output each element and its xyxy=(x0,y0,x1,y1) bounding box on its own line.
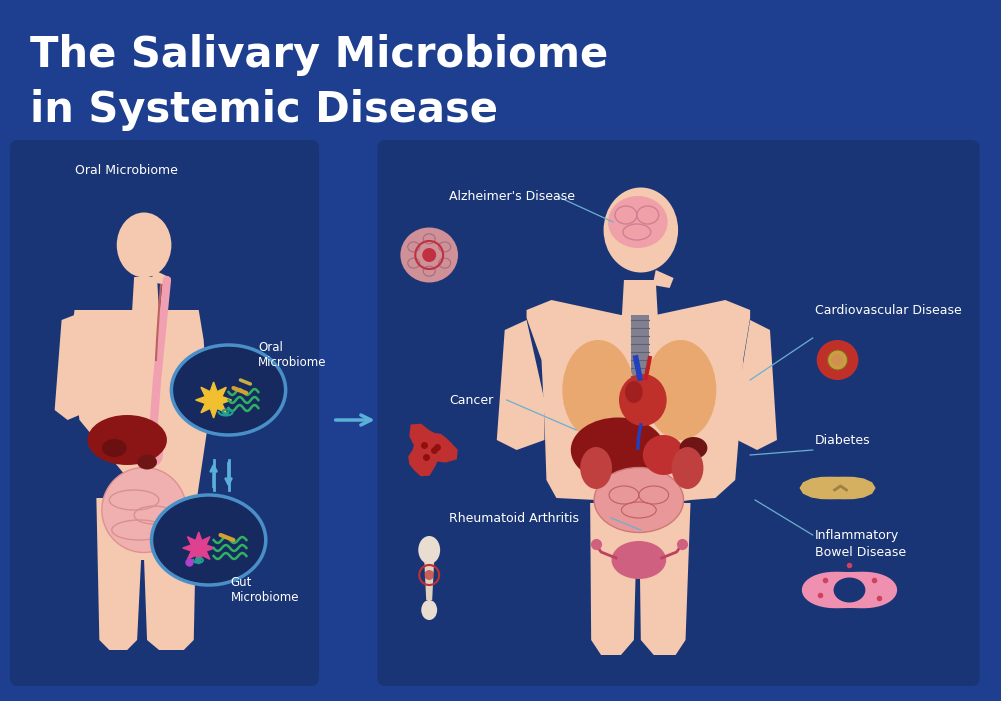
Text: Diabetes: Diabetes xyxy=(815,433,870,447)
Ellipse shape xyxy=(571,418,666,482)
Polygon shape xyxy=(653,270,674,288)
Ellipse shape xyxy=(643,435,685,475)
Polygon shape xyxy=(802,572,897,608)
Polygon shape xyxy=(527,300,750,505)
Ellipse shape xyxy=(612,541,666,579)
Text: in Systemic Disease: in Systemic Disease xyxy=(30,89,497,131)
Polygon shape xyxy=(591,503,691,655)
Ellipse shape xyxy=(171,345,285,435)
Ellipse shape xyxy=(645,340,717,440)
Circle shape xyxy=(832,354,844,366)
FancyBboxPatch shape xyxy=(377,140,980,686)
Ellipse shape xyxy=(672,447,704,489)
Ellipse shape xyxy=(581,447,612,489)
Text: Gut
Microbiome: Gut Microbiome xyxy=(230,576,299,604)
Ellipse shape xyxy=(421,600,437,620)
Ellipse shape xyxy=(817,340,859,380)
Polygon shape xyxy=(96,498,197,650)
Text: Bowel Disease: Bowel Disease xyxy=(815,547,906,559)
Text: Alzheimer's Disease: Alzheimer's Disease xyxy=(449,189,576,203)
Ellipse shape xyxy=(563,340,634,440)
Ellipse shape xyxy=(834,578,866,602)
Text: Cancer: Cancer xyxy=(449,393,493,407)
Ellipse shape xyxy=(87,415,167,465)
Polygon shape xyxy=(496,320,545,450)
Ellipse shape xyxy=(604,187,678,273)
Text: The Salivary Microbiome: The Salivary Microbiome xyxy=(30,34,608,76)
Circle shape xyxy=(422,248,436,262)
Ellipse shape xyxy=(608,196,668,248)
Ellipse shape xyxy=(418,536,440,564)
Text: Oral
Microbiome: Oral Microbiome xyxy=(258,341,326,369)
Ellipse shape xyxy=(828,350,848,370)
Text: Cardiovascular Disease: Cardiovascular Disease xyxy=(815,304,961,316)
Text: Inflammatory: Inflammatory xyxy=(815,529,899,541)
FancyBboxPatch shape xyxy=(10,140,319,686)
Polygon shape xyxy=(151,270,171,285)
Ellipse shape xyxy=(619,374,667,426)
Polygon shape xyxy=(196,382,231,418)
Polygon shape xyxy=(55,315,79,420)
Ellipse shape xyxy=(102,468,186,552)
Polygon shape xyxy=(622,280,658,315)
Ellipse shape xyxy=(117,212,171,278)
Polygon shape xyxy=(737,320,777,450)
Ellipse shape xyxy=(400,228,458,283)
Polygon shape xyxy=(800,477,875,498)
Bar xyxy=(631,315,649,380)
Circle shape xyxy=(139,443,163,467)
Ellipse shape xyxy=(625,381,643,403)
Polygon shape xyxy=(409,425,457,475)
Polygon shape xyxy=(132,277,159,310)
Ellipse shape xyxy=(137,454,157,470)
Polygon shape xyxy=(69,310,208,500)
Polygon shape xyxy=(424,560,434,600)
Circle shape xyxy=(424,570,434,580)
Ellipse shape xyxy=(151,495,266,585)
Text: Rheumatoid Arthritis: Rheumatoid Arthritis xyxy=(449,512,579,524)
Ellipse shape xyxy=(102,439,127,457)
Polygon shape xyxy=(183,532,214,564)
Ellipse shape xyxy=(680,437,708,459)
Ellipse shape xyxy=(595,468,684,533)
Text: Oral Microbiome: Oral Microbiome xyxy=(74,163,177,177)
